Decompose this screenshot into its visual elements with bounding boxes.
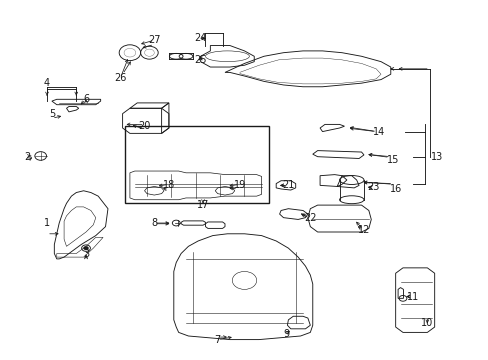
Text: 17: 17 [197,200,209,210]
Text: 16: 16 [389,184,401,194]
Text: 13: 13 [430,152,442,162]
Text: 6: 6 [83,94,89,104]
Bar [125,126,268,203]
Text: 14: 14 [372,127,384,136]
Text: 8: 8 [151,218,157,228]
Text: 10: 10 [420,319,432,328]
Text: 12: 12 [357,225,369,235]
Text: 20: 20 [138,121,150,131]
Text: 22: 22 [304,213,316,222]
Circle shape [83,246,88,250]
Text: 9: 9 [282,329,288,339]
Text: 23: 23 [367,182,379,192]
Text: 25: 25 [194,55,206,65]
Text: 7: 7 [214,334,221,345]
Text: 11: 11 [406,292,418,302]
Text: 19: 19 [233,180,245,190]
Text: 21: 21 [282,180,294,190]
Text: 18: 18 [163,180,175,190]
Text: 4: 4 [44,78,50,88]
Text: 27: 27 [148,35,160,45]
Text: 3: 3 [83,248,89,258]
Text: 1: 1 [44,218,50,228]
Text: 26: 26 [114,73,126,83]
Text: 15: 15 [386,155,399,165]
Text: 24: 24 [194,33,206,43]
Text: 5: 5 [49,109,55,119]
Text: 2: 2 [24,152,31,162]
